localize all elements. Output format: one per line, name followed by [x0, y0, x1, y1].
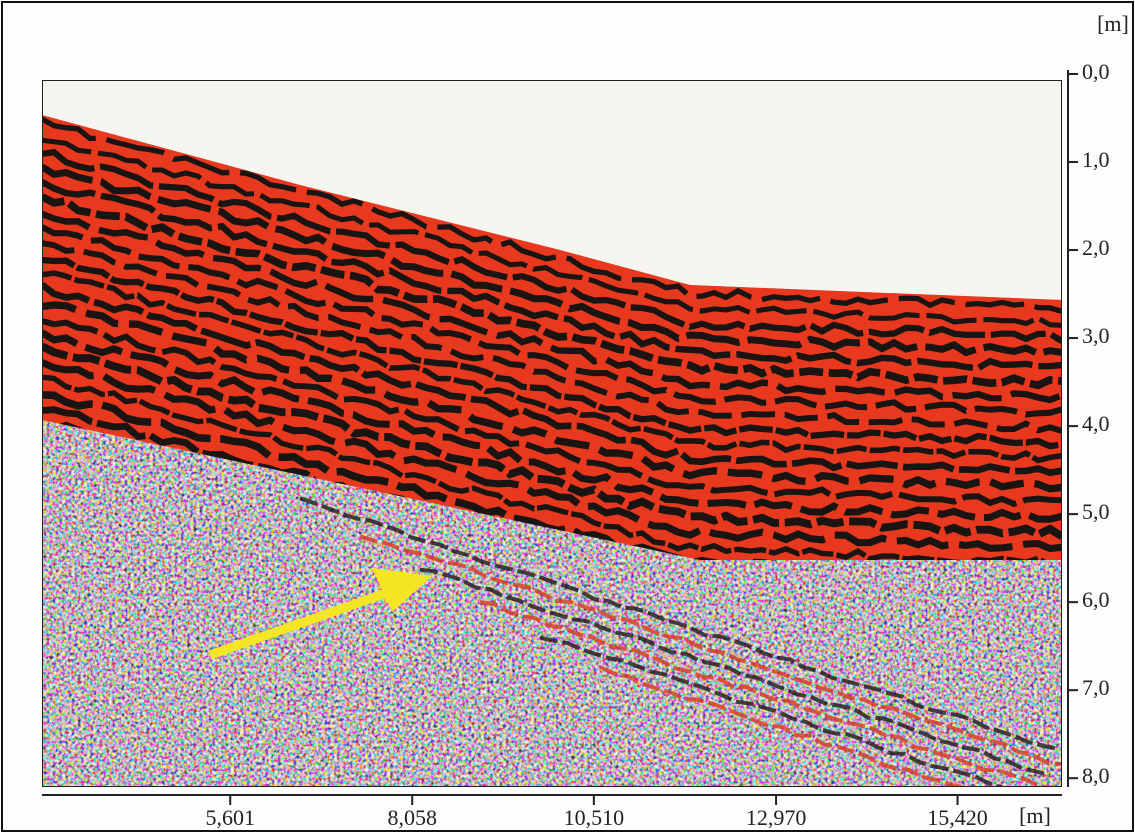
y-tick-label: 6,0 — [1082, 587, 1110, 612]
x-tick-label: 15,420 — [927, 805, 988, 830]
x-axis-unit: [m] — [1019, 803, 1051, 828]
x-tick-label: 5,601 — [205, 805, 255, 830]
y-tick-label: 7,0 — [1082, 675, 1110, 700]
x-tick-label: 8,058 — [387, 805, 437, 830]
y-tick-label: 3,0 — [1082, 323, 1110, 348]
y-tick-label: 0,0 — [1082, 59, 1110, 84]
y-tick-label: 1,0 — [1082, 147, 1110, 172]
x-tick-label: 10,510 — [564, 805, 625, 830]
y-tick-label: 8,0 — [1082, 763, 1110, 788]
x-tick-label: 12,970 — [746, 805, 807, 830]
y-tick-label: 4,0 — [1082, 411, 1110, 436]
radargram-image — [42, 80, 1062, 820]
y-tick-label: 2,0 — [1082, 235, 1110, 260]
y-tick-label: 5,0 — [1082, 499, 1110, 524]
figure: [m] [m] 0,0 1,0 2,0 3,0 4,0 5,0 6,0 7,0 8,0 5,601… — [0, 0, 1135, 833]
y-axis-unit: [m] — [1097, 11, 1129, 36]
